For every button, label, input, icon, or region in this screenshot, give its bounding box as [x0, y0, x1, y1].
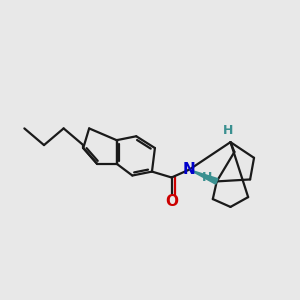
Text: H: H	[202, 171, 212, 184]
Text: O: O	[165, 194, 178, 208]
Text: N: N	[183, 162, 196, 177]
Polygon shape	[189, 169, 218, 184]
Text: H: H	[223, 124, 234, 137]
